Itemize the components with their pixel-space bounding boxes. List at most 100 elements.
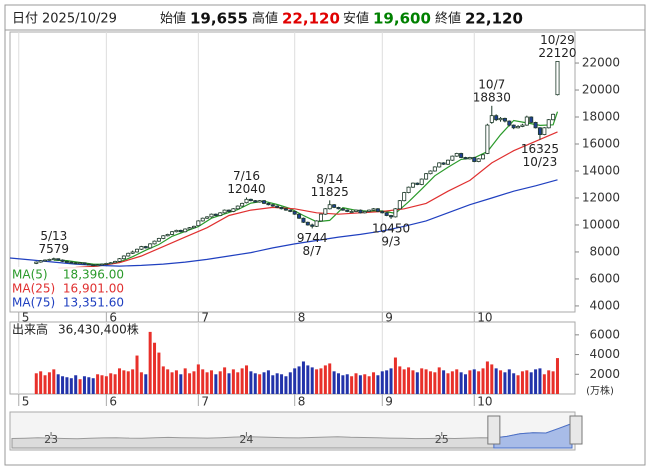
volume-bar (74, 375, 78, 394)
header-label: 高値 (252, 11, 278, 27)
volume-bar (78, 379, 82, 394)
volume-bar (459, 372, 463, 394)
volume-bar (420, 368, 424, 394)
candle-body (156, 238, 161, 242)
candle-body (275, 205, 280, 208)
header-value: 22,120 (282, 10, 340, 28)
volume-bar (179, 374, 183, 394)
y-tick-label: 16000 (582, 137, 620, 151)
candle-body (283, 208, 288, 211)
candle-body (253, 200, 258, 203)
candle-body (266, 202, 271, 206)
candle-body (288, 209, 293, 212)
volume-bar (91, 378, 95, 394)
volume-bar (104, 376, 108, 394)
volume-bar (139, 372, 143, 394)
volume-bar (341, 375, 345, 394)
volume-bar (538, 368, 542, 394)
candle-body (494, 115, 499, 121)
annotation-value: 10450 (372, 221, 410, 235)
annotation-date: 5/13 (40, 229, 67, 243)
header-label: 終値 (435, 11, 461, 27)
candle-body (183, 228, 188, 233)
candle-body (432, 166, 437, 172)
scroll-handle[interactable] (569, 415, 583, 445)
volume-bar (275, 373, 279, 394)
y-tick-label: 2000 (589, 367, 620, 381)
volume-bar (442, 370, 446, 394)
candle-body (51, 258, 56, 261)
volume-bar (135, 355, 139, 394)
candle-body (454, 153, 459, 157)
candle-body (542, 127, 547, 135)
volume-bar (258, 374, 262, 394)
volume-bar (245, 365, 249, 394)
candle-body (516, 126, 521, 129)
candle-body (362, 211, 367, 214)
candle-body (191, 225, 196, 229)
volume-bar (411, 370, 415, 394)
annotation-date: 8/14 (316, 172, 343, 186)
volume-bar (407, 367, 411, 394)
volume-bar (266, 370, 270, 394)
volume-bar (367, 376, 371, 394)
candle-body (38, 260, 43, 263)
x-tick-label: 6 (109, 395, 117, 409)
volume-bar (428, 371, 432, 394)
volume-bar (468, 370, 472, 394)
candle-body (533, 122, 538, 129)
candle-body (82, 262, 87, 265)
candle-body (86, 263, 91, 266)
volume-bar (43, 375, 47, 394)
x-tick-label: 10 (477, 395, 492, 409)
volume-bar (315, 369, 319, 394)
candle-body (226, 209, 231, 212)
volume-bar (122, 370, 126, 394)
volume-bar (87, 377, 91, 394)
volume-bar (301, 361, 305, 394)
y-tick-label: 8000 (589, 244, 620, 258)
scroll-handle[interactable] (487, 415, 501, 445)
candle-body (450, 155, 455, 161)
y-tick-label: 12000 (582, 190, 620, 204)
candle-body (262, 200, 267, 204)
candle-body (485, 124, 490, 154)
candle-body (445, 159, 450, 165)
candle-body (502, 117, 507, 122)
volume-bar (306, 365, 310, 394)
candle-body (178, 229, 183, 233)
candle-body (113, 260, 118, 264)
candle-body (91, 264, 96, 267)
volume-bar (358, 375, 362, 394)
candle-body (463, 157, 468, 160)
volume-bar (231, 369, 235, 394)
volume-bar (555, 358, 559, 394)
volume-bar (183, 368, 187, 394)
date: 2025/10/29 (42, 12, 117, 27)
volume-bar (389, 368, 393, 394)
candle-body (196, 220, 201, 227)
header-label: 始値 (160, 11, 186, 27)
volume-bar (39, 371, 43, 394)
annotation-date: 10/23 (523, 155, 558, 169)
legend-value: 13,351.60 (63, 296, 124, 310)
candle-body (200, 217, 205, 222)
candle-body (34, 261, 39, 264)
volume-bar (503, 372, 507, 394)
volume-bar (398, 366, 402, 394)
price-panel (9, 31, 576, 313)
ma-line (9, 179, 558, 267)
annotation-value: 12040 (227, 182, 265, 196)
volume-bar (82, 376, 86, 394)
volume-bar (336, 373, 340, 394)
candle-body (187, 227, 192, 230)
volume-bar (534, 369, 538, 394)
volume-bar (61, 376, 65, 394)
volume-bar (166, 369, 170, 394)
volume-bar (117, 368, 121, 394)
volume-bar (196, 364, 200, 394)
candle-body (437, 162, 442, 168)
annotation-value: 11825 (311, 185, 349, 199)
x-tick-label: 5 (22, 395, 30, 409)
